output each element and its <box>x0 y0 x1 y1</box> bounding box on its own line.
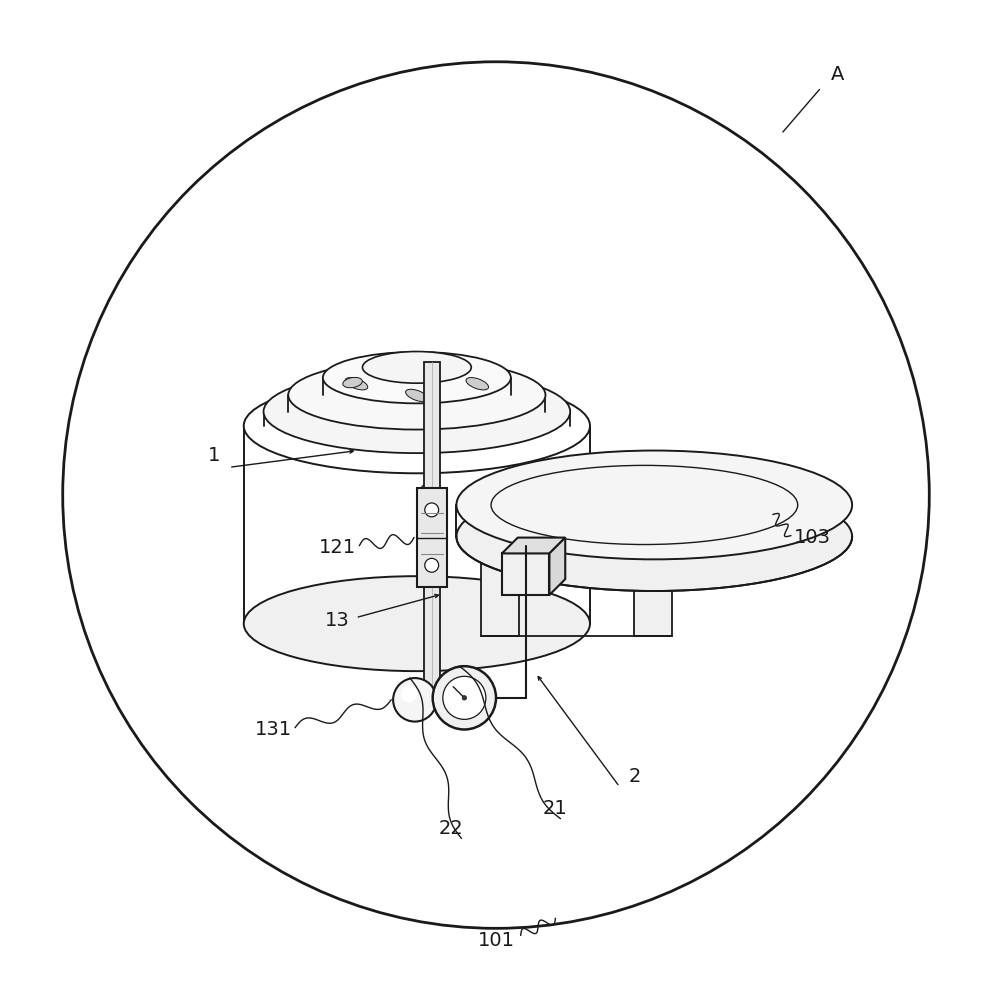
Ellipse shape <box>362 352 471 383</box>
Text: 1: 1 <box>208 446 220 465</box>
Text: 13: 13 <box>325 611 350 630</box>
Text: 2: 2 <box>628 767 641 786</box>
Ellipse shape <box>244 378 590 473</box>
Bar <box>417 488 446 587</box>
Ellipse shape <box>406 389 429 402</box>
Ellipse shape <box>345 378 368 390</box>
Circle shape <box>62 62 930 928</box>
Circle shape <box>393 678 436 722</box>
Polygon shape <box>550 538 565 595</box>
Circle shape <box>462 696 466 700</box>
Text: 121: 121 <box>319 538 356 557</box>
Text: 101: 101 <box>477 931 515 950</box>
Circle shape <box>421 484 433 496</box>
Bar <box>481 537 519 636</box>
Ellipse shape <box>456 482 852 591</box>
Text: 22: 22 <box>439 819 464 838</box>
Circle shape <box>425 558 438 572</box>
Text: A: A <box>830 65 844 84</box>
Ellipse shape <box>289 360 546 430</box>
Ellipse shape <box>322 352 511 403</box>
Bar <box>635 537 673 636</box>
Text: 103: 103 <box>794 528 831 547</box>
Ellipse shape <box>456 451 852 559</box>
Ellipse shape <box>343 377 362 388</box>
Bar <box>424 362 439 688</box>
Circle shape <box>442 676 486 719</box>
Text: 131: 131 <box>255 720 292 739</box>
Ellipse shape <box>244 576 590 671</box>
Text: 21: 21 <box>543 799 567 818</box>
Circle shape <box>425 503 438 517</box>
Bar <box>502 553 550 595</box>
Circle shape <box>401 686 418 702</box>
Ellipse shape <box>466 378 489 390</box>
Polygon shape <box>502 538 565 553</box>
Ellipse shape <box>264 370 570 453</box>
Circle shape <box>433 666 496 729</box>
